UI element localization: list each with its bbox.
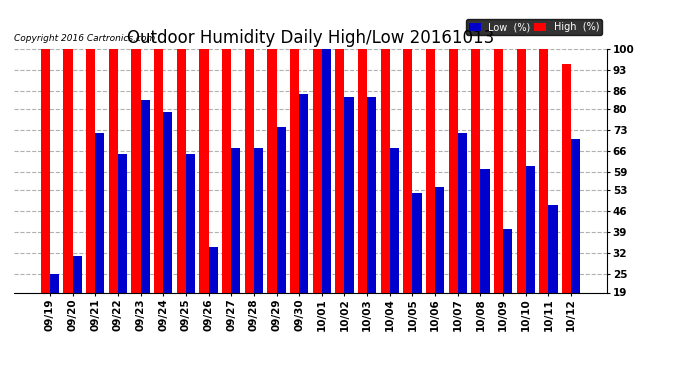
Bar (254, 148, 263, 350)
Legend: Low  (%), High  (%): Low (%), High (%) (466, 20, 602, 35)
Bar (41, 49, 50, 350)
Bar (313, 49, 322, 350)
Bar (404, 49, 413, 350)
Bar (50, 274, 59, 350)
Bar (562, 64, 571, 350)
Bar (268, 49, 277, 350)
Bar (480, 169, 490, 350)
Bar (141, 100, 150, 350)
Bar (335, 49, 344, 350)
Bar (367, 97, 376, 350)
Bar (208, 248, 217, 350)
Bar (231, 148, 240, 350)
Bar (163, 112, 172, 350)
Bar (503, 229, 512, 350)
Bar (458, 133, 467, 350)
Bar (344, 97, 353, 350)
Bar (571, 139, 580, 350)
Bar (131, 49, 141, 350)
Bar (299, 94, 308, 350)
Bar (72, 256, 81, 350)
Bar (540, 49, 549, 350)
Text: Copyright 2016 Cartronics.com: Copyright 2016 Cartronics.com (14, 34, 155, 43)
Bar (494, 49, 503, 350)
Bar (222, 49, 231, 350)
Bar (154, 49, 163, 350)
Bar (526, 166, 535, 350)
Bar (86, 49, 95, 350)
Bar (118, 154, 127, 350)
Bar (471, 49, 480, 350)
Bar (517, 49, 526, 350)
Bar (435, 187, 444, 350)
Bar (358, 49, 367, 350)
Bar (109, 49, 118, 350)
Bar (381, 49, 390, 350)
Bar (390, 148, 399, 350)
Bar (186, 154, 195, 350)
Bar (177, 49, 186, 350)
Bar (448, 49, 458, 350)
Bar (63, 49, 72, 350)
Bar (277, 127, 286, 350)
Bar (290, 49, 299, 350)
Bar (245, 49, 254, 350)
Bar (95, 133, 104, 350)
Bar (199, 49, 208, 350)
Bar (322, 49, 331, 350)
Bar (549, 205, 558, 350)
Bar (426, 49, 435, 350)
Bar (413, 193, 422, 350)
Title: Outdoor Humidity Daily High/Low 20161013: Outdoor Humidity Daily High/Low 20161013 (127, 29, 494, 47)
